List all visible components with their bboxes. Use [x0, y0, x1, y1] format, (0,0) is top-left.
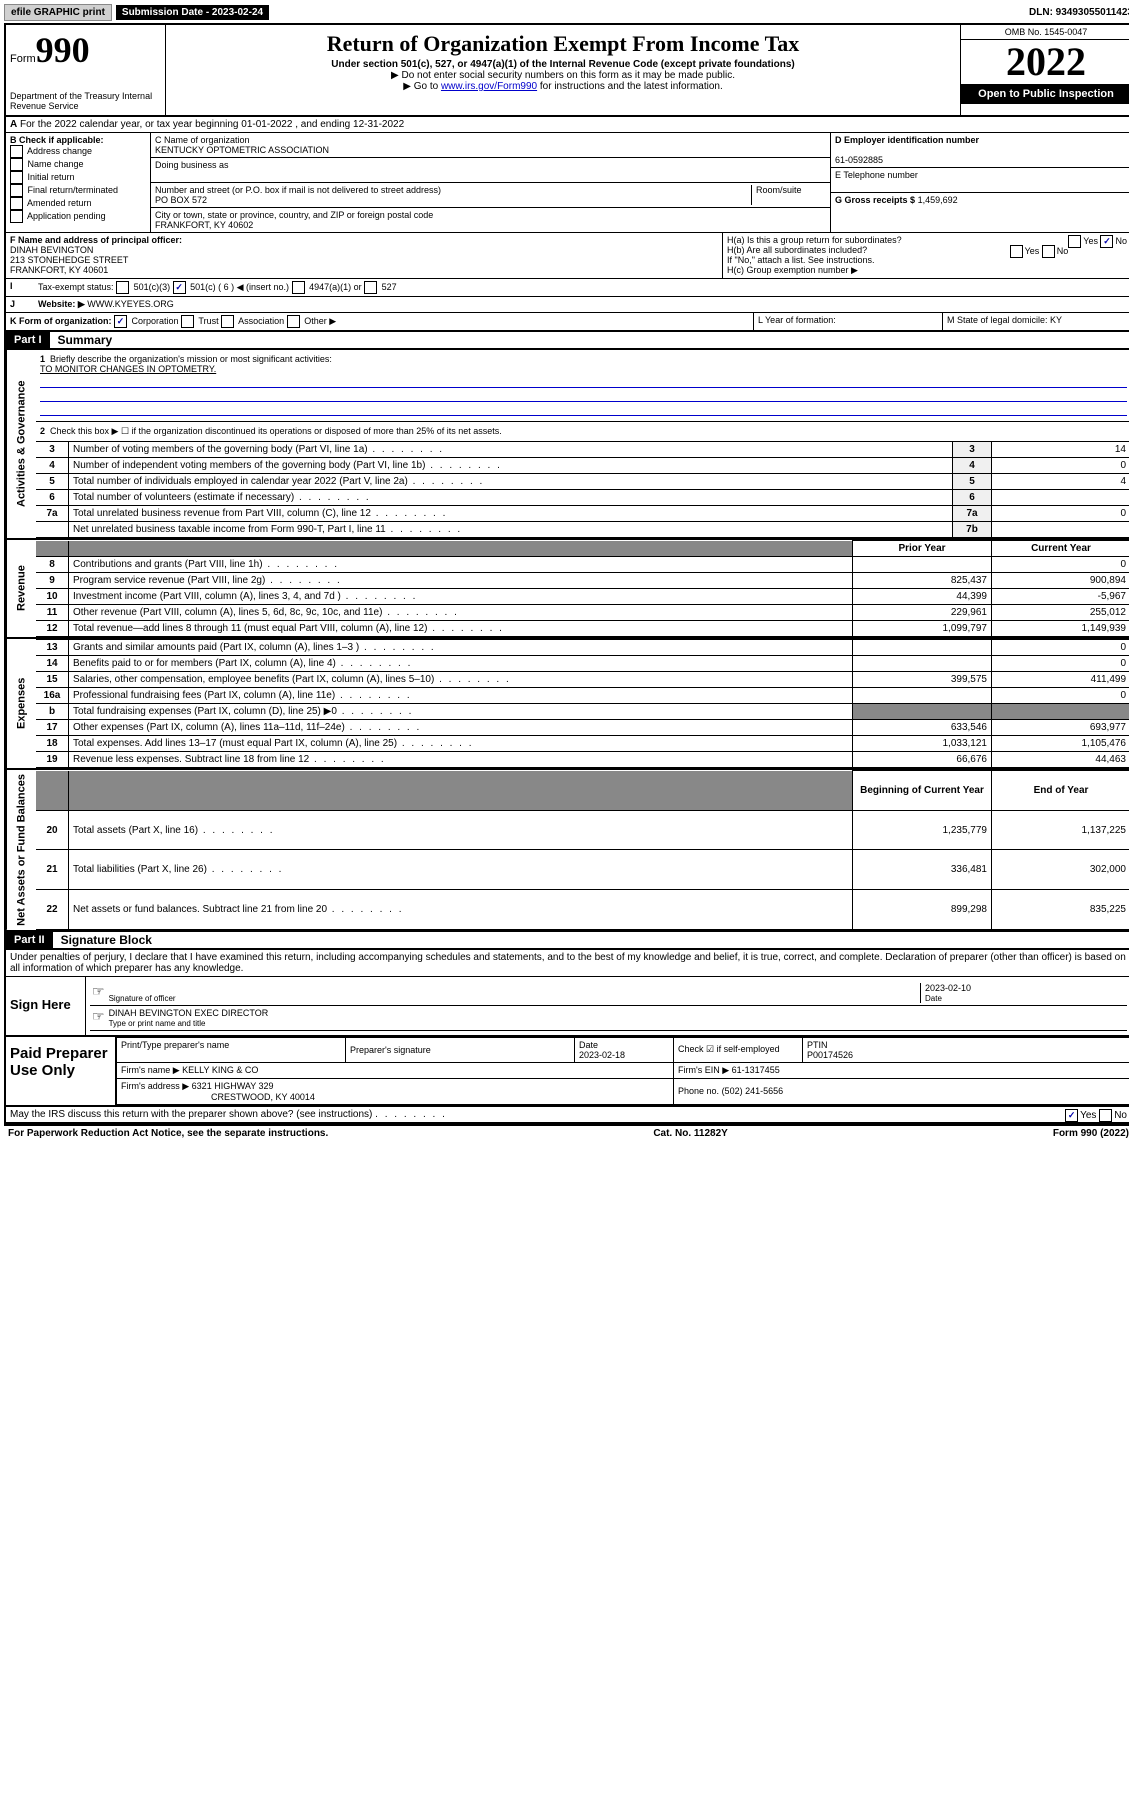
row-h: H(a) Is this a group return for subordin…: [723, 233, 1129, 278]
row-i: Tax-exempt status: 501(c)(3) 501(c) ( 6 …: [34, 279, 1129, 296]
sign-here: Sign Here: [6, 977, 86, 1035]
vert-gov: Activities & Governance: [6, 350, 36, 538]
note-ssn: ▶ Do not enter social security numbers o…: [170, 70, 956, 81]
col-c: C Name of organizationKENTUCKY OPTOMETRI…: [151, 133, 831, 232]
vert-rev: Revenue: [6, 540, 36, 637]
vert-exp: Expenses: [6, 639, 36, 768]
table-exp: 13Grants and similar amounts paid (Part …: [36, 639, 1129, 768]
cat-no: Cat. No. 11282Y: [653, 1128, 727, 1139]
pra-notice: For Paperwork Reduction Act Notice, see …: [8, 1128, 328, 1139]
form-number: Form990: [10, 29, 161, 71]
part2-hdr: Part II: [6, 932, 53, 948]
dln: DLN: 93493055011423: [1029, 7, 1129, 18]
table-rev: Prior YearCurrent Year8Contributions and…: [36, 540, 1129, 637]
part1-title: Summary: [50, 333, 113, 347]
form-subtitle: Under section 501(c), 527, or 4947(a)(1)…: [170, 59, 956, 70]
col-d: D Employer identification number61-05928…: [831, 133, 1129, 232]
note-link: ▶ Go to www.irs.gov/Form990 for instruct…: [170, 81, 956, 92]
paid-preparer: Paid Preparer Use Only: [6, 1037, 116, 1105]
row-m: M State of legal domicile: KY: [942, 313, 1129, 330]
row-l: L Year of formation:: [753, 313, 942, 330]
dept: Department of the Treasury Internal Reve…: [10, 91, 161, 111]
efile-btn[interactable]: efile GRAPHIC print: [4, 4, 112, 21]
row-a: A For the 2022 calendar year, or tax yea…: [6, 117, 1129, 133]
q2: 2 Check this box ▶ ☐ if the organization…: [36, 422, 1129, 441]
open-public: Open to Public Inspection: [961, 84, 1129, 104]
tax-year: 2022: [961, 40, 1129, 84]
omb: OMB No. 1545-0047: [961, 25, 1129, 40]
form-foot: Form 990 (2022): [1053, 1128, 1129, 1139]
vert-net: Net Assets or Fund Balances: [6, 770, 36, 930]
part2-title: Signature Block: [53, 933, 152, 947]
form-title: Return of Organization Exempt From Incom…: [170, 31, 956, 57]
preparer-table: Print/Type preparer's name Preparer's si…: [116, 1037, 1129, 1105]
row-f: F Name and address of principal officer:…: [6, 233, 723, 278]
declaration: Under penalties of perjury, I declare th…: [6, 950, 1129, 977]
q1: 1 Briefly describe the organization's mi…: [36, 350, 1129, 422]
sig-officer: Signature of officer 2023-02-10Date: [90, 981, 1127, 1006]
row-k: K Form of organization: Corporation Trus…: [6, 313, 753, 330]
col-b: B Check if applicable: Address change Na…: [6, 133, 151, 232]
sig-name: DINAH BEVINGTON EXEC DIRECTORType or pri…: [90, 1006, 1127, 1031]
table-net: Beginning of Current YearEnd of Year20To…: [36, 770, 1129, 930]
discuss-row: May the IRS discuss this return with the…: [6, 1107, 1129, 1124]
submission-date: Submission Date - 2023-02-24: [116, 5, 269, 20]
row-j: Website: ▶ WWW.KYEYES.ORG: [34, 297, 1129, 312]
irs-link[interactable]: www.irs.gov/Form990: [441, 81, 537, 92]
table-gov: 3Number of voting members of the governi…: [36, 441, 1129, 538]
part1-hdr: Part I: [6, 332, 50, 348]
